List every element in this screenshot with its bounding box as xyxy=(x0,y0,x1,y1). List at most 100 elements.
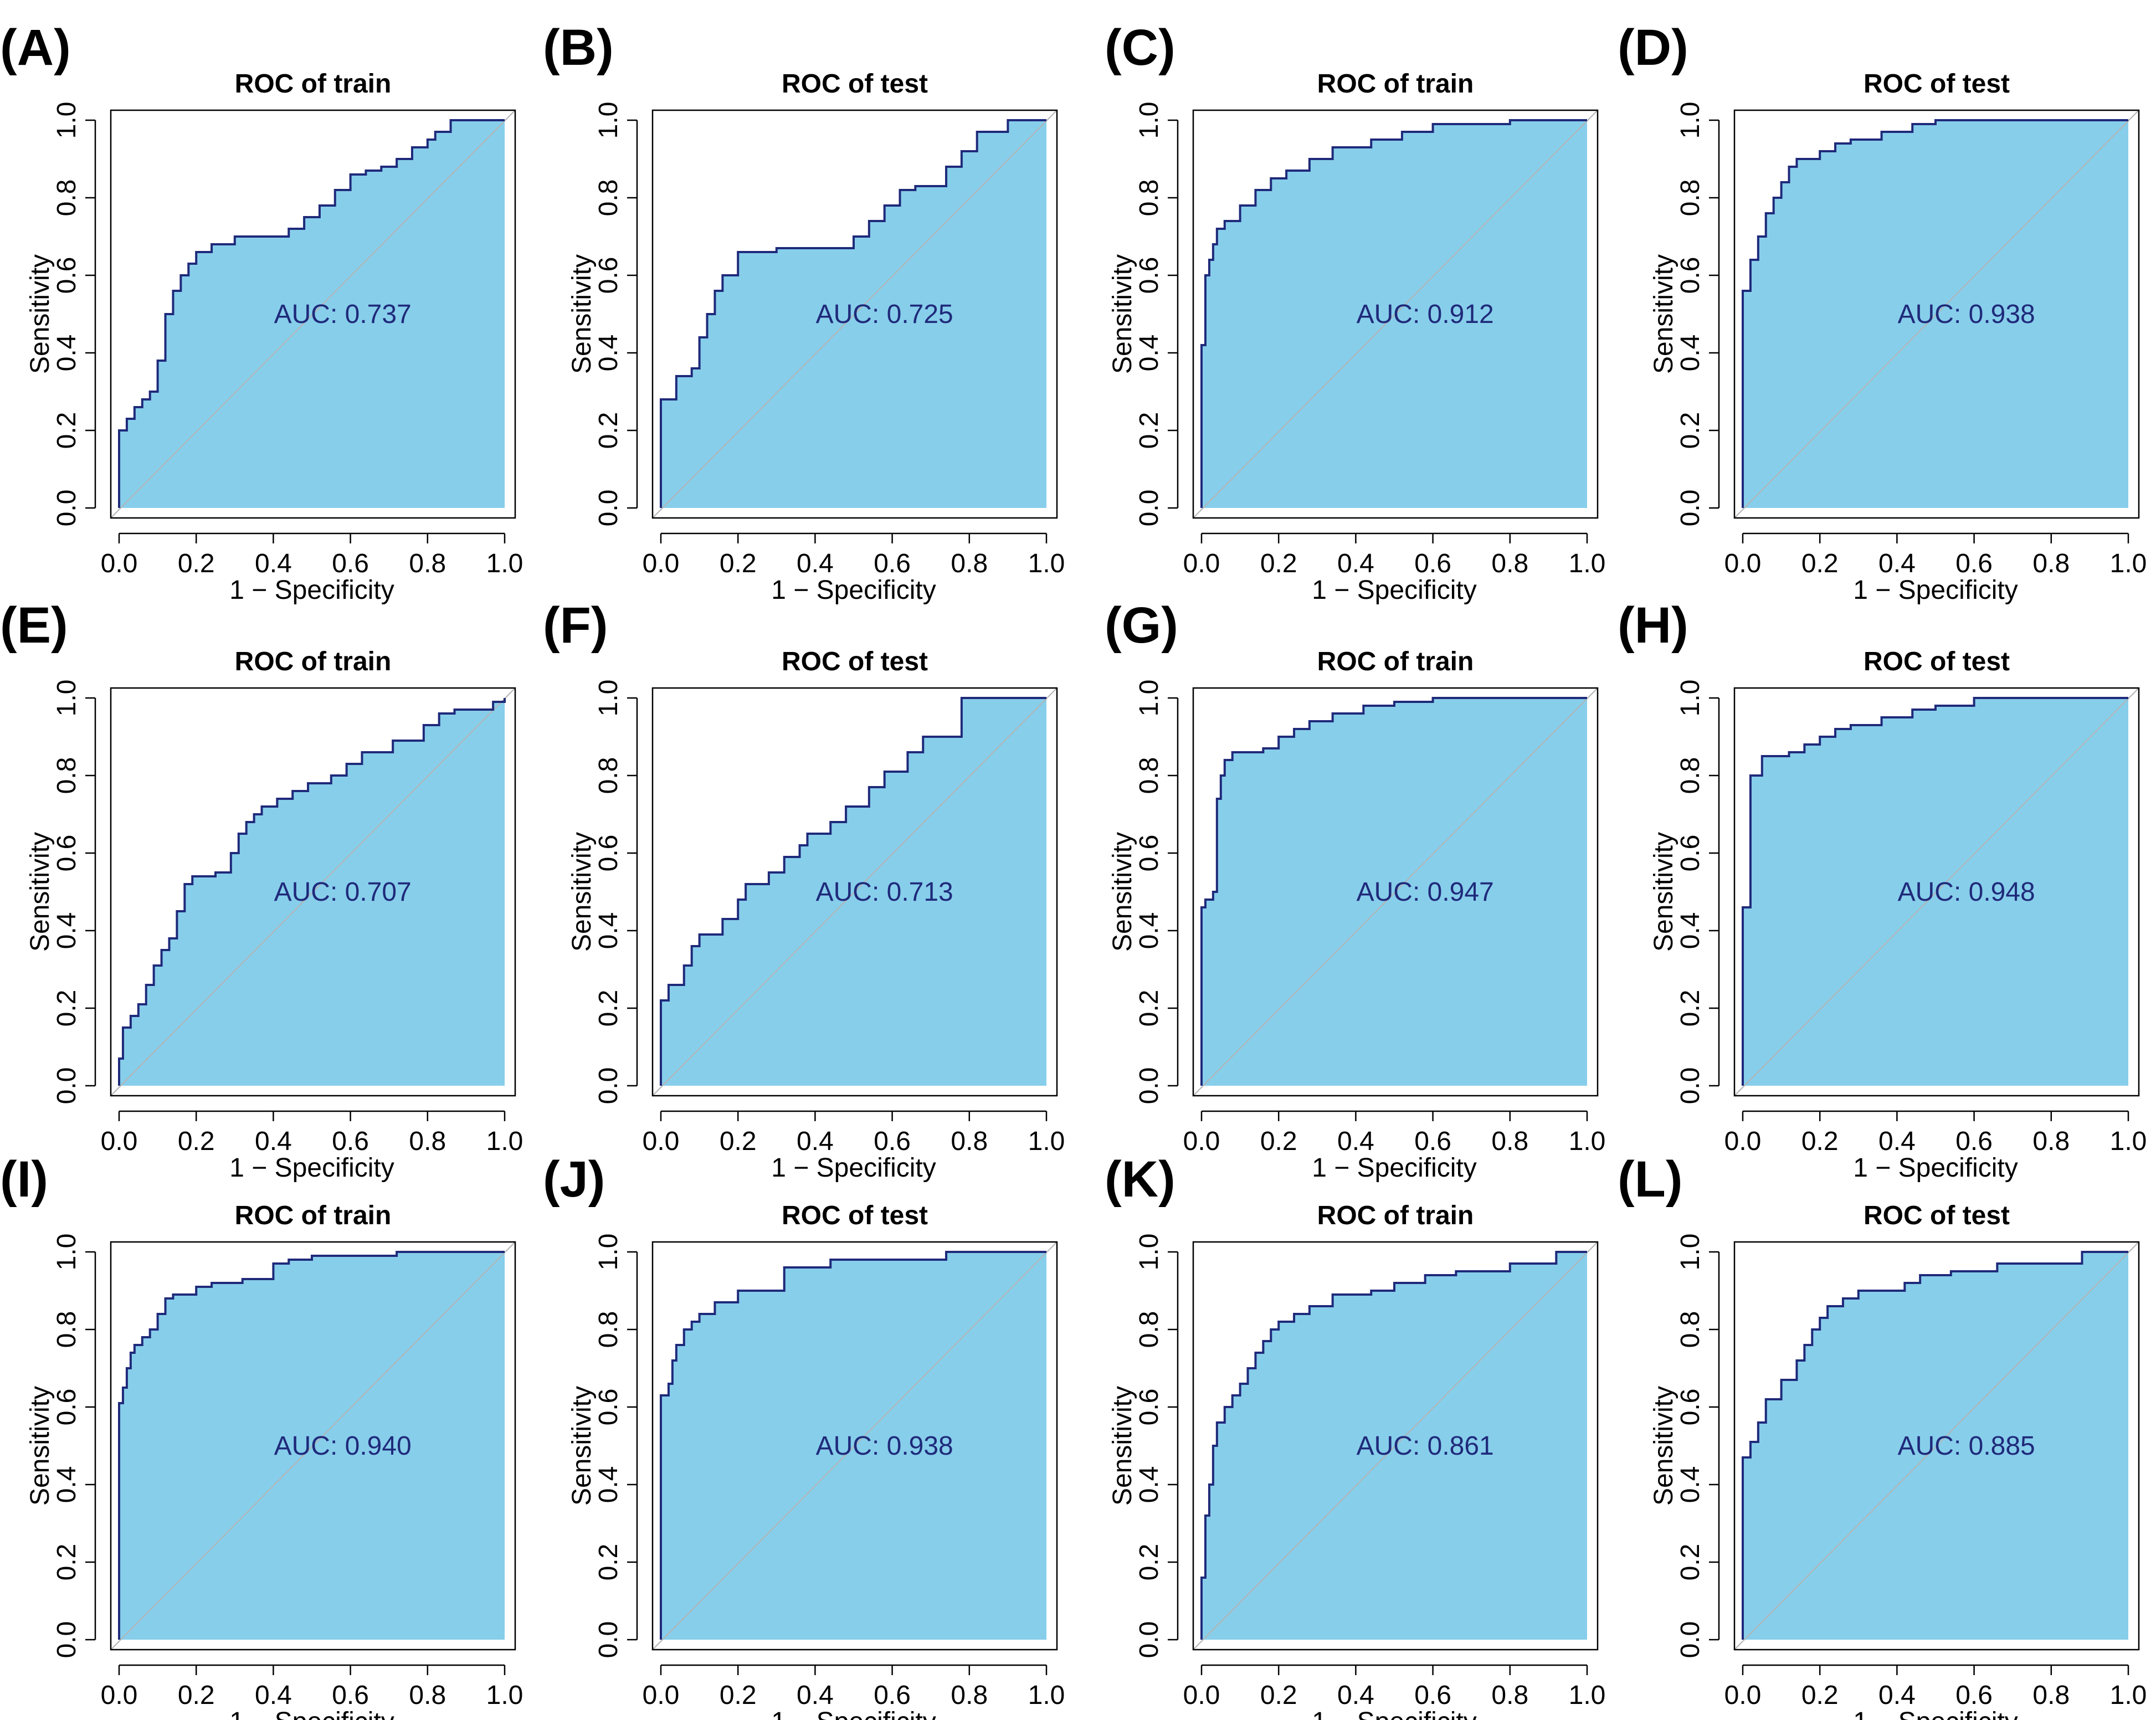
y-tick-label: 0.4 xyxy=(1676,1466,1705,1503)
roc-curve xyxy=(1200,119,1587,508)
panel-label: (A) xyxy=(0,19,71,76)
x-tick-label: 0.8 xyxy=(951,549,988,578)
panel-label: (E) xyxy=(0,597,68,654)
y-tick-label: 0.0 xyxy=(594,1621,623,1659)
y-axis-title: Sensitivity xyxy=(1649,832,1678,952)
x-tick-label: 0.6 xyxy=(874,1127,911,1156)
y-tick-label: 0.0 xyxy=(52,1621,81,1659)
x-tick-label: 0.2 xyxy=(1260,1127,1297,1156)
chart-title: ROC of train xyxy=(235,69,392,99)
y-axis-title: Sensitivity xyxy=(1108,832,1137,952)
y-tick-label: 0.8 xyxy=(52,1311,81,1348)
y-tick-label: 0.8 xyxy=(1135,757,1164,794)
x-axis-title: 1 − Specificity xyxy=(229,576,394,605)
diagonal-reference-line xyxy=(1193,1241,1598,1650)
y-tick-label: 0.2 xyxy=(594,990,623,1027)
x-tick-label: 1.0 xyxy=(1569,549,1606,578)
y-tick-label: 1.0 xyxy=(594,102,623,139)
x-tick-label: 0.0 xyxy=(1724,1127,1762,1156)
auc-annotation: AUC: 0.938 xyxy=(1898,300,2035,329)
x-tick-label: 0.4 xyxy=(1337,1127,1374,1156)
x-tick-label: 0.4 xyxy=(1878,1681,1916,1710)
roc-panel-k: (K) ROC of train 0.0 0.2 0.4 0.6 0.8 1.0 1 − Spe… xyxy=(1105,1151,1605,1720)
x-tick-label: 0.6 xyxy=(1955,1127,1993,1156)
y-tick-label: 1.0 xyxy=(594,1234,623,1271)
auc-annotation: AUC: 0.725 xyxy=(816,300,953,329)
roc-area xyxy=(1202,120,1587,508)
diagonal-reference-line xyxy=(652,110,1058,518)
x-axis-title: 1 − Specificity xyxy=(771,576,936,605)
x-tick-label: 0.0 xyxy=(1183,549,1220,578)
y-tick-label: 0.0 xyxy=(594,490,623,527)
y-tick-label: 0.6 xyxy=(594,835,623,872)
x-tick-label: 0.8 xyxy=(2032,1127,2070,1156)
x-tick-label: 0.4 xyxy=(255,1127,292,1156)
y-axis-title: Sensitivity xyxy=(1108,1386,1137,1506)
y-axis-title: Sensitivity xyxy=(25,1386,55,1506)
y-tick-label: 1.0 xyxy=(1676,680,1705,717)
x-tick-label: 0.0 xyxy=(1183,1127,1220,1156)
y-tick-label: 0.4 xyxy=(1135,335,1164,372)
chart-title: ROC of train xyxy=(1317,1201,1474,1230)
y-tick-label: 0.6 xyxy=(52,1389,81,1426)
chart-title: ROC of train xyxy=(1317,69,1474,99)
y-tick-label: 0.6 xyxy=(1135,1389,1164,1426)
y-tick-label: 0.2 xyxy=(1135,990,1164,1027)
x-tick-label: 0.2 xyxy=(178,1681,215,1710)
y-tick-label: 1.0 xyxy=(52,680,81,717)
x-tick-label: 0.0 xyxy=(101,1681,138,1710)
x-tick-label: 0.2 xyxy=(1260,549,1297,578)
y-tick-label: 0.8 xyxy=(1135,179,1164,217)
roc-curve xyxy=(118,698,506,1086)
panel-label: (D) xyxy=(1618,19,1688,76)
y-tick-label: 1.0 xyxy=(1676,102,1705,139)
roc-panel-i: (I) ROC of train 0.0 0.2 0.4 0.6 0.8 1.0 1 − Spe… xyxy=(0,1151,523,1720)
plot-frame xyxy=(651,109,1058,519)
y-tick-label: 0.0 xyxy=(1676,490,1705,527)
y-tick-label: 0.4 xyxy=(594,912,623,949)
y-tick-label: 0.0 xyxy=(1135,1067,1164,1105)
y-tick-label: 1.0 xyxy=(594,680,623,717)
y-tick-label: 0.6 xyxy=(1676,257,1705,294)
x-axis-title: 1 − Specificity xyxy=(229,1707,394,1720)
diagonal-reference-line xyxy=(1193,687,1598,1096)
y-tick-label: 0.6 xyxy=(1676,835,1705,872)
x-tick-label: 0.2 xyxy=(178,549,215,578)
y-tick-label: 0.4 xyxy=(52,335,81,372)
y-tick-label: 0.6 xyxy=(594,1389,623,1426)
y-tick-label: 0.2 xyxy=(52,412,81,449)
y-tick-label: 0.6 xyxy=(52,835,81,872)
x-tick-label: 0.8 xyxy=(2032,549,2070,578)
x-tick-label: 0.2 xyxy=(1260,1681,1297,1710)
diagonal-reference-line xyxy=(110,110,516,518)
y-tick-label: 0.6 xyxy=(1135,835,1164,872)
roc-panel-c: (C) ROC of train 0.0 0.2 0.4 0.6 0.8 1.0 1 − Spe… xyxy=(1105,19,1605,605)
panel-label: (G) xyxy=(1105,597,1178,654)
diagonal-reference-line xyxy=(652,687,1058,1096)
x-tick-label: 0.0 xyxy=(101,549,138,578)
y-tick-label: 0.2 xyxy=(594,412,623,449)
y-tick-label: 0.2 xyxy=(52,1544,81,1581)
y-tick-label: 0.0 xyxy=(1676,1067,1705,1105)
x-tick-label: 1.0 xyxy=(486,1681,523,1710)
y-tick-label: 0.8 xyxy=(1676,757,1705,794)
x-tick-label: 0.4 xyxy=(797,1681,834,1710)
x-tick-label: 0.6 xyxy=(1414,1681,1451,1710)
x-tick-label: 0.8 xyxy=(2032,1681,2070,1710)
roc-panel-a: (A) ROC of train 0.0 0.2 0.4 0.6 0.8 1.0 1 − Spe… xyxy=(0,19,523,605)
y-axis-title: Sensitivity xyxy=(25,832,55,952)
diagonal-reference-line xyxy=(1193,110,1598,518)
roc-curve xyxy=(1742,1251,2128,1640)
plot-frame xyxy=(110,1241,516,1651)
diagonal-reference-line xyxy=(1734,110,2139,518)
x-tick-label: 0.2 xyxy=(1801,1127,1839,1156)
y-tick-label: 0.2 xyxy=(1676,1544,1705,1581)
y-tick-label: 0.6 xyxy=(594,257,623,294)
x-tick-label: 0.0 xyxy=(1724,1681,1762,1710)
diagonal-reference-line xyxy=(1734,1241,2139,1650)
x-axis-title: 1 − Specificity xyxy=(1312,1153,1476,1183)
y-tick-label: 0.4 xyxy=(52,1466,81,1503)
plot-frame xyxy=(1192,687,1599,1097)
x-tick-label: 1.0 xyxy=(2110,1127,2147,1156)
roc-area xyxy=(661,120,1046,508)
